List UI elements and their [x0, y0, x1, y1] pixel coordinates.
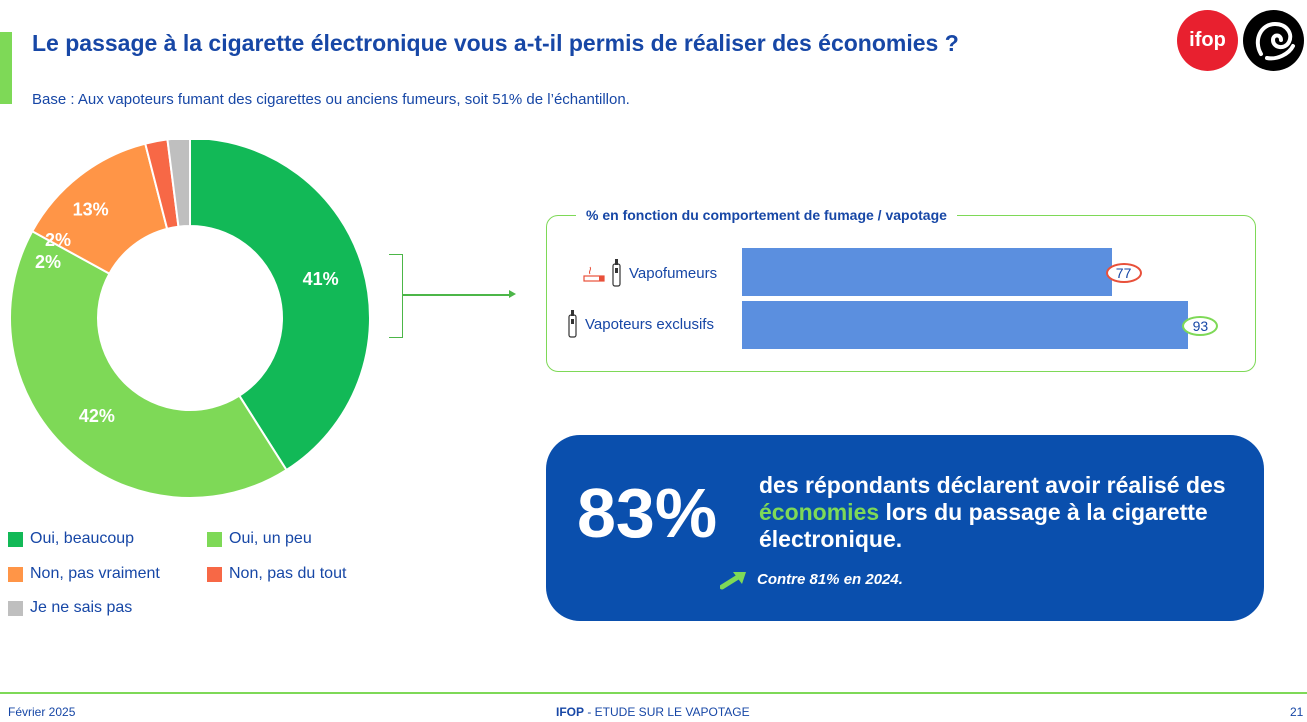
highlight-text: des répondants déclarent avoir réalisé d… [759, 472, 1226, 552]
legend-item-0: Oui, beaucoup [8, 530, 134, 548]
connector-arrow-head [509, 290, 516, 298]
partner-logo [1243, 10, 1304, 71]
donut-label-2: 13% [73, 199, 109, 219]
highlight-value: 83% [577, 474, 718, 552]
bar-label-vapofumeurs: Vapofumeurs [582, 258, 717, 288]
title-accent-bar [0, 32, 12, 104]
highlight-box [546, 435, 1264, 621]
legend-item-3: Non, pas du tout [207, 565, 346, 583]
bar-value-vapoteurs-exclusifs: 93 [1182, 316, 1219, 336]
legend-swatch-0 [8, 531, 23, 547]
legend-label-0: Oui, beaucoup [30, 530, 135, 547]
vape-icon [568, 310, 577, 338]
bar-label-vapoteurs-exclusifs: Vapoteurs exclusifs [564, 309, 714, 339]
footer-source: IFOP - ETUDE SUR LE VAPOTAGE [556, 705, 750, 719]
donut-label-0: 41% [303, 269, 339, 289]
bar-vapofumeurs [742, 248, 1112, 296]
bar-value-vapofumeurs: 77 [1105, 263, 1142, 283]
legend-item-4: Je ne sais pas [8, 599, 132, 617]
footer-page-number: 21 [1290, 705, 1304, 719]
bar-vapoteurs-exclusifs [742, 301, 1189, 349]
legend-swatch-3 [207, 566, 222, 582]
donut-slice-1 [9, 229, 288, 499]
legend-item-1: Oui, un peu [207, 530, 312, 548]
legend-swatch-4 [8, 600, 23, 616]
legend-swatch-1 [207, 531, 222, 547]
page-title: Le passage à la cigarette électronique v… [32, 30, 959, 56]
legend-label-4: Je ne sais pas [30, 599, 133, 616]
legend-label-1: Oui, un peu [229, 530, 312, 547]
donut-label-1: 42% [79, 406, 115, 426]
footer-date: Février 2025 [8, 705, 76, 719]
legend-label-2: Non, pas vraiment [30, 565, 160, 582]
highlight-keyword: économies [759, 499, 880, 525]
highlight-note: Contre 81% en 2024. [757, 571, 903, 588]
page-subtitle: Base : Aux vapoteurs fumant des cigarett… [32, 91, 630, 108]
cigarette-and-vape-icon [583, 259, 621, 287]
footer-line [0, 692, 1307, 694]
legend-item-2: Non, pas vraiment [8, 565, 160, 583]
donut-label-4: 2% [45, 230, 71, 250]
ifop-logo: ifop [1177, 10, 1238, 71]
legend-swatch-2 [8, 566, 23, 582]
segment-panel-title: % en fonction du comportement de fumage … [576, 207, 957, 223]
donut-chart: 41%42%13%2%2% [9, 140, 371, 499]
legend-label-3: Non, pas du tout [229, 565, 347, 582]
bracket-connector [389, 254, 403, 338]
trend-up-arrow-icon [720, 572, 746, 590]
donut-slice-4 [166, 140, 191, 228]
donut-label-3: 2% [35, 252, 61, 272]
donut-slice-0 [189, 140, 371, 472]
connector-arrow-line [403, 294, 511, 296]
